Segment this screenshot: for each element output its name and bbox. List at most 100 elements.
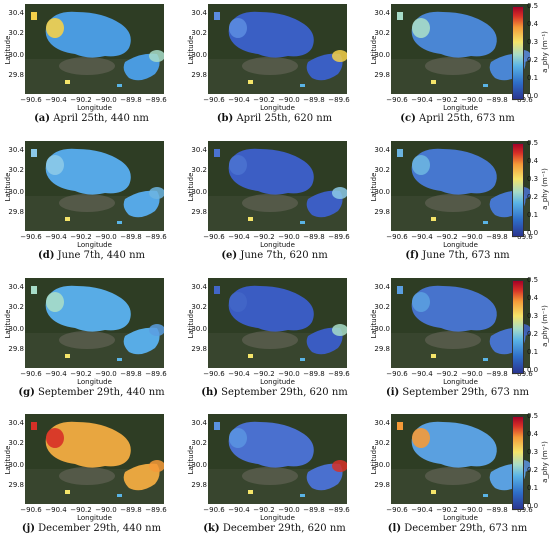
- y-tick-label: 30.2: [191, 439, 207, 447]
- colorbar-tick-label: 0.2: [527, 193, 539, 201]
- map-panel-j: 30.4 30.2 30.0 29.8 Latitude −90.6 −90.4 −90.2−…: [0, 410, 168, 532]
- x-tick-label: −90.2: [70, 96, 92, 104]
- x-tick-label: −90.6: [203, 96, 225, 104]
- x-tick-label: −89.8: [120, 233, 142, 241]
- panel-caption-f: (f) June 7th, 673 nm: [366, 250, 549, 261]
- y-tick-label: 29.8: [191, 481, 207, 489]
- x-tick-label: −90.2: [70, 506, 92, 514]
- y-tick-label: 30.0: [374, 51, 390, 59]
- y-tick-label: 30.4: [8, 146, 24, 154]
- colorbar-label: a_phy (m⁻¹): [541, 168, 549, 210]
- colorbar: [512, 280, 524, 374]
- y-axis-label: Latitude: [370, 35, 378, 65]
- y-tick-label: 30.4: [191, 9, 207, 17]
- colorbar-tick-label: 0.0: [527, 502, 539, 510]
- x-tick-label: −90.2: [436, 96, 458, 104]
- x-tick-label: −90.0: [461, 96, 483, 104]
- colorbar: [512, 143, 524, 237]
- lake-pontchartrain-shape: [45, 11, 131, 58]
- map-image: [208, 141, 347, 231]
- satellite-map: [208, 414, 347, 504]
- lake-pontchartrain-shape: [228, 421, 314, 468]
- colorbar-tick-label: 0.1: [527, 484, 539, 492]
- panel-caption-text: June 7th, 440 nm: [54, 250, 145, 261]
- x-tick-label: −90.6: [203, 370, 225, 378]
- map-image: [25, 141, 164, 231]
- x-tick-label: −89.8: [303, 370, 325, 378]
- panel-caption-text: September 29th, 440 nm: [34, 387, 165, 398]
- y-tick-label: 30.4: [191, 419, 207, 427]
- y-tick-label: 29.8: [8, 208, 24, 216]
- lake-pontchartrain-shape: [411, 148, 497, 195]
- lake-pontchartrain-shape: [45, 148, 131, 195]
- colorbar-tick-label: 0.3: [527, 38, 539, 46]
- panel-letter: (j): [21, 523, 35, 534]
- colorbar-tick-label: 0.4: [527, 430, 539, 438]
- y-tick-label: 30.2: [8, 29, 24, 37]
- x-tick-label: −89.6: [328, 506, 350, 514]
- x-tick-label: −90.2: [253, 96, 275, 104]
- colorbar-tick-label: 0.4: [527, 157, 539, 165]
- y-tick-label: 30.4: [8, 419, 24, 427]
- panel-letter: (g): [18, 387, 35, 398]
- map-panel-l: 30.4 30.2 30.0 29.8 Latitude −90.6 −90.4 −90.2−…: [366, 410, 534, 532]
- x-tick-label: −90.4: [228, 370, 250, 378]
- y-axis-label: Latitude: [4, 309, 12, 339]
- colorbar: [512, 6, 524, 100]
- x-tick-label: −89.8: [486, 233, 508, 241]
- x-tick-label: −90.0: [278, 96, 300, 104]
- y-axis-label: Latitude: [370, 445, 378, 475]
- y-tick-label: 30.0: [374, 325, 390, 333]
- y-tick-label: 30.0: [191, 51, 207, 59]
- y-tick-label: 30.2: [374, 303, 390, 311]
- panel-caption-text: December 29th, 440 nm: [34, 523, 162, 534]
- map-panel-a: 30.4 30.2 30.0 29.8 Latitude −90.6 −90.4 −90.2−…: [0, 0, 168, 122]
- y-tick-label: 30.2: [374, 439, 390, 447]
- colorbar-tick-label: 0.4: [527, 294, 539, 302]
- x-tick-label: −90.0: [278, 506, 300, 514]
- y-tick-label: 29.8: [8, 481, 24, 489]
- x-tick-label: −90.0: [95, 506, 117, 514]
- colorbar-label: a_phy (m⁻¹): [541, 31, 549, 73]
- y-tick-label: 29.8: [374, 208, 390, 216]
- x-axis-label: Longitude: [77, 241, 112, 249]
- y-tick-label: 30.4: [374, 9, 390, 17]
- x-tick-label: −89.6: [328, 233, 350, 241]
- y-axis-label: Latitude: [187, 35, 195, 65]
- y-tick-label: 30.2: [8, 303, 24, 311]
- x-tick-label: −89.8: [486, 370, 508, 378]
- x-tick-label: −90.0: [278, 233, 300, 241]
- x-tick-label: −90.6: [20, 506, 42, 514]
- y-tick-label: 30.2: [8, 439, 24, 447]
- x-tick-label: −90.2: [253, 370, 275, 378]
- map-image: [208, 414, 347, 504]
- panel-caption-e: (e) June 7th, 620 nm: [183, 250, 366, 261]
- y-axis-label: Latitude: [370, 172, 378, 202]
- x-tick-label: −89.6: [511, 96, 533, 104]
- colorbar-tick-label: 0.3: [527, 175, 539, 183]
- y-tick-label: 30.0: [374, 188, 390, 196]
- colorbar-tick-label: 0.5: [527, 276, 539, 284]
- panel-letter: (d): [37, 250, 55, 261]
- colorbar-tick-label: 0.5: [527, 412, 539, 420]
- x-axis-label: Longitude: [260, 378, 295, 386]
- colorbar-tick-label: 0.1: [527, 211, 539, 219]
- colorbar-tick-label: 0.3: [527, 448, 539, 456]
- map-image: [208, 278, 347, 368]
- x-tick-label: −90.6: [203, 506, 225, 514]
- x-tick-label: −90.0: [95, 370, 117, 378]
- lake-pontchartrain-shape: [411, 11, 497, 58]
- y-axis-label: Latitude: [4, 445, 12, 475]
- x-tick-label: −90.2: [70, 233, 92, 241]
- y-tick-label: 30.4: [8, 9, 24, 17]
- panel-caption-a: (a) April 25th, 440 nm: [0, 113, 183, 124]
- y-tick-label: 30.2: [8, 166, 24, 174]
- x-tick-label: −89.8: [303, 96, 325, 104]
- panel-caption-text: December 29th, 673 nm: [401, 523, 528, 534]
- map-panel-c: 30.4 30.2 30.0 29.8 Latitude −90.6 −90.4 −90.2−…: [366, 0, 534, 122]
- colorbar-tick-label: 0.0: [527, 229, 539, 237]
- x-tick-label: −90.0: [461, 233, 483, 241]
- x-tick-label: −89.6: [511, 506, 533, 514]
- panel-caption-text: June 7th, 620 nm: [237, 250, 328, 261]
- x-tick-label: −90.6: [386, 96, 408, 104]
